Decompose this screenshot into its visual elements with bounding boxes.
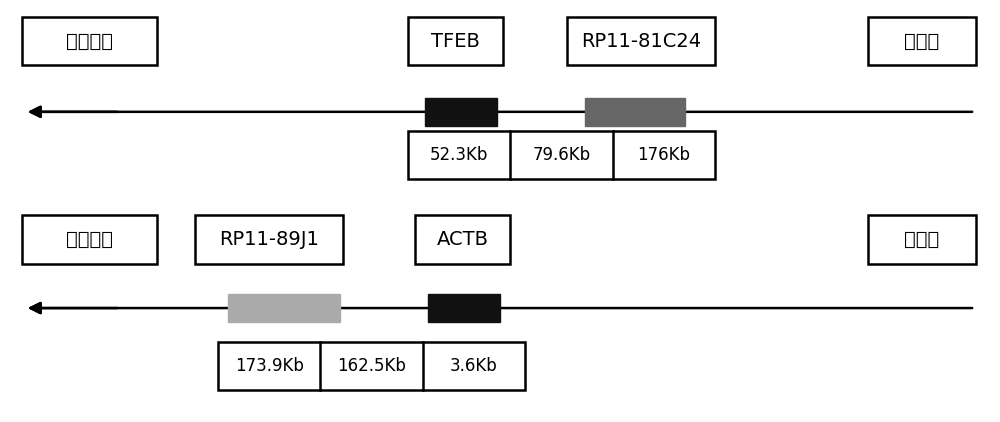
Bar — [22, 17, 157, 65]
Text: RP11-81C24: RP11-81C24 — [581, 32, 701, 51]
Bar — [408, 131, 715, 179]
Text: RP11-89J1: RP11-89J1 — [219, 230, 319, 249]
Bar — [425, 98, 497, 126]
Bar — [408, 17, 503, 65]
Text: 162.5Kb: 162.5Kb — [337, 357, 406, 375]
Text: ACTB: ACTB — [436, 230, 488, 249]
Bar — [228, 295, 340, 322]
Text: 3.6Kb: 3.6Kb — [450, 357, 498, 375]
Text: 52.3Kb: 52.3Kb — [430, 146, 488, 164]
Bar — [218, 342, 525, 390]
Bar — [868, 17, 976, 65]
Text: 79.6Kb: 79.6Kb — [532, 146, 591, 164]
Bar — [195, 215, 343, 264]
Text: 着丝粒侧: 着丝粒侧 — [66, 230, 113, 249]
Bar — [868, 215, 976, 264]
Bar — [428, 295, 500, 322]
Text: 着丝粒侧: 着丝粒侧 — [66, 32, 113, 51]
Bar — [415, 215, 510, 264]
Text: 176Kb: 176Kb — [637, 146, 690, 164]
Text: 173.9Kb: 173.9Kb — [235, 357, 304, 375]
Bar — [585, 98, 685, 126]
Text: TFEB: TFEB — [431, 32, 480, 51]
Bar — [22, 215, 157, 264]
Bar — [567, 17, 715, 65]
Text: 端粒侧: 端粒侧 — [904, 230, 940, 249]
Text: 端粒侧: 端粒侧 — [904, 32, 940, 51]
